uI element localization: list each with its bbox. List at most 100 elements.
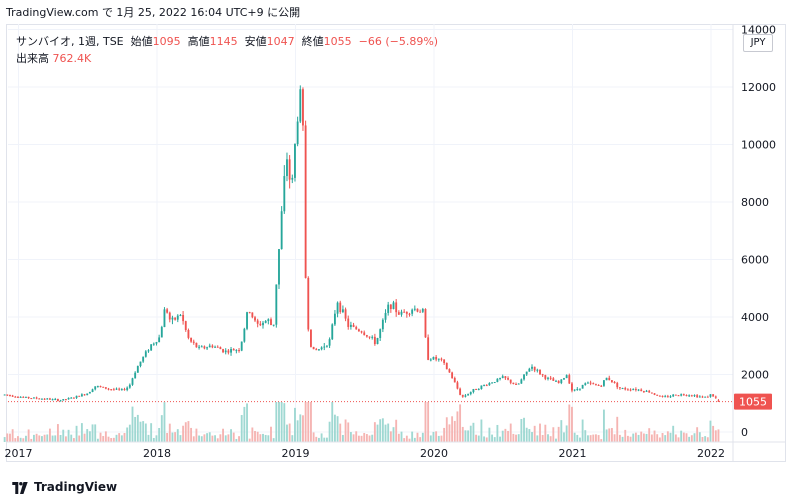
volume-bar [6,433,9,442]
candle-body [435,356,438,360]
volume-bar [230,429,232,442]
candle-body [123,389,126,391]
volume-bar [104,431,107,442]
volume-bar [658,437,661,442]
candle-body [467,394,470,396]
candle-body [144,351,147,357]
tradingview-brand-text: TradingView [34,480,118,494]
volume-bar [634,432,637,442]
candle-body [650,392,653,394]
close-value: 1055 [323,35,352,48]
volume-bar [688,436,691,442]
volume-bar [464,430,467,442]
volume-bar [86,429,89,442]
candle-body [693,395,696,397]
volume-bar [96,438,99,442]
candle-body [349,324,352,327]
candle-body [62,399,65,401]
volume-bar [368,435,371,442]
candle-body [48,398,51,400]
volume-bar [363,432,366,442]
volume-bar [70,434,73,442]
volume-bar [288,423,291,442]
candle-body [56,398,59,402]
volume-bar [552,427,555,442]
candle-body [565,375,568,379]
volume-bar [706,437,709,442]
legend-ohlc-row: サンバイオ, 1週, TSE 始値1095 高値1145 安値1047 終値10… [16,33,438,50]
candle-body [419,311,422,313]
candle-body [320,347,323,350]
candle-body [589,382,592,384]
volume-bar [272,438,275,442]
candle-body [83,394,86,396]
candle-body [523,374,525,380]
candle-body [560,379,563,384]
candle-body [563,378,565,380]
grid-lines [8,24,733,442]
candle-body [254,317,256,321]
candle-body [38,398,41,400]
volume-value: 762.4K [52,52,92,65]
volume-bar [294,407,296,442]
volume-bar [693,433,696,442]
candle-body [99,386,102,388]
candle-body [472,388,475,393]
volume-bar [30,438,33,442]
volume-bar [621,436,624,442]
change-value: −66 (−5.89%) [358,35,439,48]
volume-bar [480,419,483,442]
volume-bar [408,438,411,442]
candle-body [344,309,347,319]
candle-body [352,324,355,327]
volume-bar [437,435,440,442]
candle-body [376,337,379,345]
candle-body [131,378,134,385]
candle-body [618,387,621,389]
volume-bar [144,423,147,442]
volume-bar [568,404,571,442]
candle-body [507,378,509,380]
symbol-label[interactable]: サンバイオ, 1週, TSE [16,35,124,48]
volume-bar [192,436,195,442]
candle-body [595,384,597,386]
candle-body [547,377,549,379]
low-label: 安値 [244,35,267,48]
candle-body [669,396,672,398]
candle-body [110,389,113,391]
candle-body [571,383,573,391]
volume-bar [371,434,374,442]
candle-body [272,324,275,326]
y-tick-label: 14000 [741,24,776,37]
candle-body [443,359,446,364]
candle-body [690,395,693,397]
candle-body [283,176,286,212]
volume-bar [248,438,251,442]
volume-bar [610,428,613,442]
y-tick-label: 2000 [741,369,769,382]
candle-body [597,384,600,386]
candle-body [91,389,94,393]
candle-body [600,385,603,387]
candle-body [634,389,637,391]
volume-bar [174,432,177,442]
candle-body [94,386,97,390]
volume-bar [312,432,315,442]
volume-bar [403,438,406,442]
volume-bar [160,415,163,442]
volume-bar [232,432,235,442]
volume-bar [200,436,203,442]
volume-bar [158,428,161,442]
candle-body [288,159,291,180]
tradingview-logo[interactable]: TradingView [10,477,117,497]
volume-bar [453,420,456,442]
candle-body [325,345,328,347]
candle-body [168,312,171,320]
volume-bar [51,435,54,442]
volume-bar [320,433,323,442]
volume-bar [264,434,267,442]
volume-bar [59,435,62,442]
candle-body [240,341,243,351]
currency-button[interactable]: JPY [743,34,773,52]
